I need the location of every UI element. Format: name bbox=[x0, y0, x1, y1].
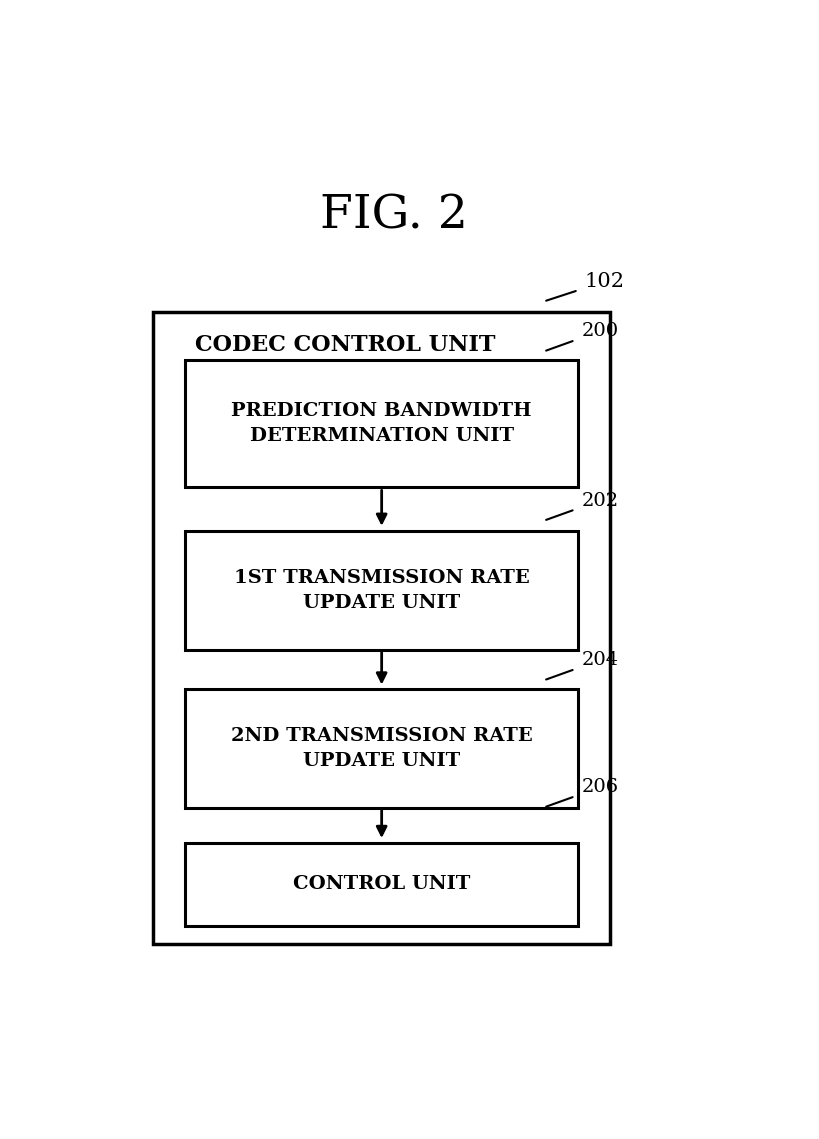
Text: 1ST TRANSMISSION RATE
UPDATE UNIT: 1ST TRANSMISSION RATE UPDATE UNIT bbox=[233, 570, 530, 612]
Text: CONTROL UNIT: CONTROL UNIT bbox=[293, 876, 470, 893]
Text: FIG. 2: FIG. 2 bbox=[320, 192, 468, 238]
Text: 206: 206 bbox=[581, 778, 618, 796]
Text: 204: 204 bbox=[581, 652, 618, 670]
Bar bbox=[185, 360, 578, 487]
Text: 2ND TRANSMISSION RATE
UPDATE UNIT: 2ND TRANSMISSION RATE UPDATE UNIT bbox=[231, 727, 532, 770]
Bar bbox=[153, 312, 610, 943]
Bar bbox=[185, 689, 578, 808]
Text: PREDICTION BANDWIDTH
DETERMINATION UNIT: PREDICTION BANDWIDTH DETERMINATION UNIT bbox=[232, 402, 532, 445]
Bar bbox=[185, 843, 578, 926]
Text: CODEC CONTROL UNIT: CODEC CONTROL UNIT bbox=[195, 335, 495, 357]
Text: 200: 200 bbox=[581, 322, 618, 341]
Text: 102: 102 bbox=[585, 272, 625, 290]
Text: 202: 202 bbox=[581, 492, 618, 509]
Bar bbox=[185, 531, 578, 649]
